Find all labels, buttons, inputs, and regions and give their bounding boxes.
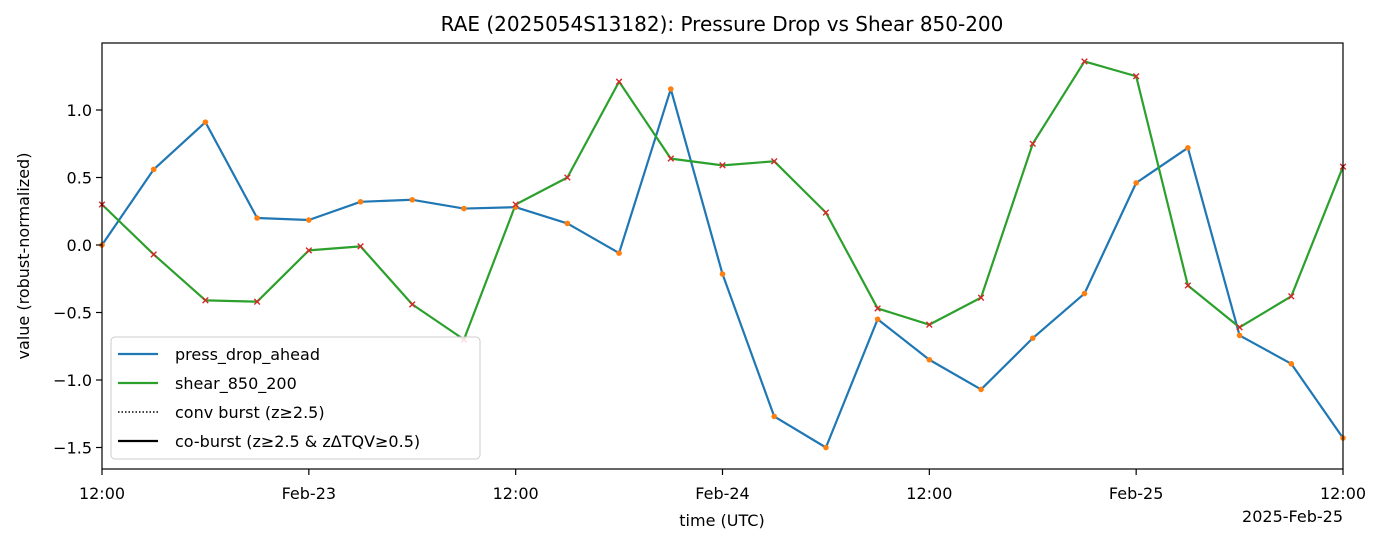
legend-box (110, 336, 481, 460)
data-point-press_drop_ahead (1029, 335, 1036, 341)
data-point-shear_850_200 (719, 162, 726, 169)
data-point-press_drop_ahead (564, 220, 571, 227)
x-tick-label: 12:00 (906, 484, 952, 503)
data-point-shear_850_200 (408, 301, 416, 308)
x-tick-label: 12:00 (79, 484, 125, 503)
plot-area (98, 58, 1347, 451)
y-tick-label: −0.5 (53, 304, 92, 323)
data-point-press_drop_ahead (926, 356, 933, 363)
data-point-press_drop_ahead (1081, 290, 1088, 297)
data-point-press_drop_ahead (254, 215, 260, 221)
data-point-shear_850_200 (512, 201, 519, 208)
data-point-shear_850_200 (874, 305, 881, 312)
data-point-shear_850_200 (305, 247, 313, 254)
data-point-shear_850_200 (615, 78, 623, 85)
data-point-shear_850_200 (357, 243, 364, 250)
data-point-shear_850_200 (1081, 58, 1088, 65)
x-tick-label: 12:00 (1320, 484, 1366, 503)
x-tick-label: 12:00 (493, 484, 539, 503)
data-point-press_drop_ahead (771, 413, 778, 420)
y-axis-label: value (robust-normalized) (14, 153, 33, 360)
data-point-shear_850_200 (564, 174, 571, 181)
y-tick-label: 0.0 (67, 236, 92, 255)
data-point-press_drop_ahead (1133, 180, 1139, 186)
data-point-shear_850_200 (1132, 72, 1140, 80)
legend-label: shear_850_200 (175, 374, 297, 394)
y-tick-label: 0.5 (67, 169, 92, 188)
data-point-press_drop_ahead (874, 316, 881, 323)
data-point-shear_850_200 (1236, 324, 1243, 331)
x-tick-label: Feb-23 (282, 484, 336, 503)
data-point-press_drop_ahead (306, 217, 312, 223)
x-tick-label: Feb-24 (695, 484, 749, 503)
data-point-press_drop_ahead (1236, 332, 1243, 339)
legend-label: press_drop_ahead (175, 345, 320, 365)
data-point-press_drop_ahead (202, 119, 209, 125)
data-point-press_drop_ahead (409, 196, 416, 203)
data-point-shear_850_200 (926, 321, 933, 328)
data-point-shear_850_200 (150, 251, 158, 258)
y-tick-label: −1.5 (53, 439, 92, 458)
y-tick-label: −1.0 (53, 371, 92, 390)
x-offset-label: 2025-Feb-25 (1242, 507, 1343, 526)
data-point-press_drop_ahead (150, 166, 157, 173)
x-axis: 12:00 Feb-23 12:00 Feb-24 12:00 Feb-25 12:00 (79, 469, 1366, 503)
x-tick-label: Feb-25 (1109, 484, 1163, 503)
x-axis-label: time (UTC) (679, 511, 764, 530)
y-tick-label: 1.0 (67, 101, 92, 120)
data-point-press_drop_ahead (823, 444, 829, 451)
y-axis: 1.0 0.5 0.0 −0.5 −1.0 −1.5 (53, 101, 102, 458)
data-point-press_drop_ahead (719, 271, 726, 277)
data-point-shear_850_200 (1287, 293, 1295, 300)
data-point-shear_850_200 (977, 294, 985, 301)
data-point-press_drop_ahead (357, 199, 364, 205)
legend-label: conv burst (z≥2.5) (175, 403, 325, 422)
data-point-shear_850_200 (667, 155, 675, 162)
data-point-press_drop_ahead (978, 386, 984, 393)
chart-title: RAE (2025054S13182): Pressure Drop vs Sh… (441, 12, 1004, 36)
data-point-press_drop_ahead (1185, 145, 1191, 151)
data-point-press_drop_ahead (461, 205, 467, 212)
data-point-shear_850_200 (253, 298, 261, 305)
data-point-shear_850_200 (1029, 140, 1037, 148)
data-point-shear_850_200 (822, 209, 830, 216)
data-point-press_drop_ahead (1288, 361, 1295, 367)
data-point-shear_850_200 (770, 158, 778, 165)
data-point-press_drop_ahead (616, 250, 622, 256)
legend-label: co-burst (z≥2.5 & zΔTQV≥0.5) (175, 432, 420, 451)
data-point-shear_850_200 (202, 297, 209, 304)
data-point-press_drop_ahead (667, 86, 674, 92)
data-point-shear_850_200 (1184, 282, 1192, 289)
series-line-shear_850_200 (101, 60, 1345, 341)
